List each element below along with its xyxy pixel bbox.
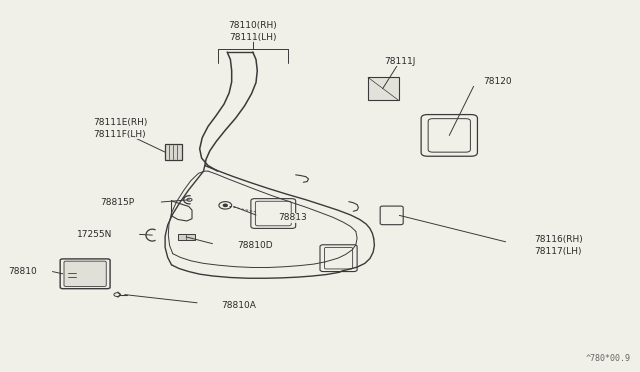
Text: 78120: 78120: [483, 77, 512, 86]
Text: ^780*00.9: ^780*00.9: [586, 354, 630, 363]
Text: 78810D: 78810D: [237, 241, 273, 250]
FancyBboxPatch shape: [64, 261, 106, 286]
FancyBboxPatch shape: [178, 234, 195, 240]
Text: 78815P: 78815P: [100, 198, 134, 207]
FancyBboxPatch shape: [165, 144, 182, 160]
Text: 78116(RH)
78117(LH): 78116(RH) 78117(LH): [534, 235, 583, 256]
Text: 17255N: 17255N: [77, 230, 112, 239]
Text: 78110(RH)
78111(LH): 78110(RH) 78111(LH): [228, 21, 277, 42]
Circle shape: [223, 204, 227, 206]
Text: 78111J: 78111J: [384, 57, 415, 66]
FancyBboxPatch shape: [368, 77, 399, 100]
Text: 78810A: 78810A: [221, 301, 255, 310]
Text: 78810: 78810: [8, 267, 37, 276]
Text: 78813: 78813: [278, 213, 307, 222]
Text: 78111E(RH)
78111F(LH): 78111E(RH) 78111F(LH): [93, 118, 147, 139]
